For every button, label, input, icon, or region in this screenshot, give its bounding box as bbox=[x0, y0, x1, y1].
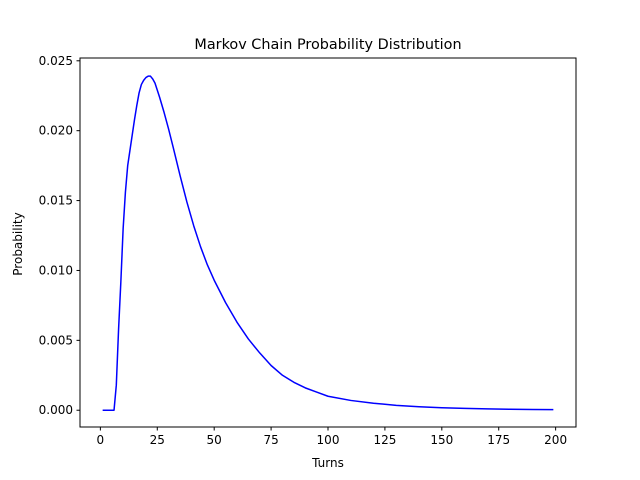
plot-area: 0 25 50 75 100 125 150 175 200 0.000 0.005 0.010 0.0… bbox=[39, 54, 577, 447]
chart-title: Markov Chain Probability Distribution bbox=[194, 37, 461, 53]
x-tick-label: 175 bbox=[487, 433, 510, 447]
x-tick-label: 75 bbox=[263, 433, 278, 447]
y-tick-label: 0.025 bbox=[39, 54, 73, 68]
y-tick-label: 0.000 bbox=[39, 403, 73, 417]
series-line-0 bbox=[102, 75, 554, 411]
x-tick-label: 150 bbox=[430, 433, 453, 447]
x-tick-label: 25 bbox=[150, 433, 165, 447]
y-tick-label: 0.010 bbox=[39, 263, 73, 277]
y-axis-label: Probability bbox=[11, 212, 25, 275]
x-tick-label: 0 bbox=[97, 433, 105, 447]
y-tick-label: 0.015 bbox=[39, 194, 73, 208]
x-tick-label: 200 bbox=[544, 433, 567, 447]
y-tick-label: 0.020 bbox=[39, 124, 73, 138]
y-tick-label: 0.005 bbox=[39, 333, 73, 347]
x-axis-label: Turns bbox=[311, 456, 344, 470]
x-tick-label: 100 bbox=[317, 433, 340, 447]
x-tick-label: 50 bbox=[207, 433, 222, 447]
x-tick-label: 125 bbox=[373, 433, 396, 447]
